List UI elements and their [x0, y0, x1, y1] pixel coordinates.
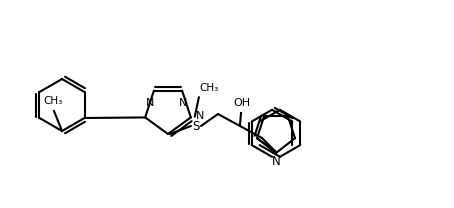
Text: N: N	[179, 98, 188, 108]
Text: OH: OH	[233, 98, 251, 108]
Text: CH₃: CH₃	[44, 96, 63, 106]
Text: N: N	[196, 111, 204, 121]
Text: N: N	[271, 155, 281, 168]
Text: CH₃: CH₃	[200, 83, 219, 93]
Text: N: N	[146, 98, 154, 108]
Text: S: S	[192, 120, 200, 132]
